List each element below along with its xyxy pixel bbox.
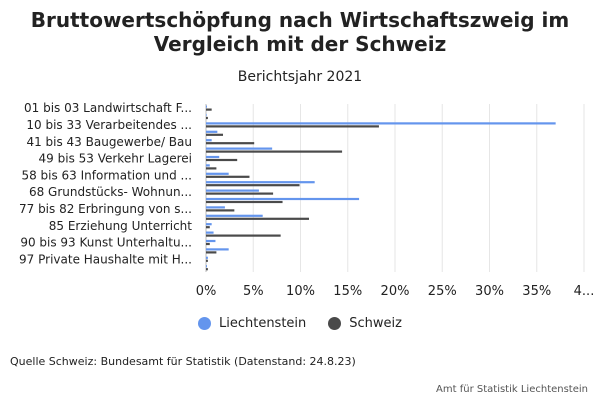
bar-liechtenstein[interactable] — [206, 197, 360, 201]
bar-liechtenstein[interactable] — [206, 130, 218, 133]
bar-schweiz[interactable] — [206, 234, 281, 237]
x-tick-label: 0% — [196, 284, 217, 299]
x-tick-label: 20% — [381, 284, 410, 299]
x-tick-label: 15% — [333, 284, 362, 299]
category-label: 90 bis 93 Kunst Unterhaltu... — [20, 236, 192, 250]
bar-schweiz[interactable] — [206, 184, 300, 187]
bar-schweiz[interactable] — [206, 192, 274, 195]
category-label: 58 bis 63 Information und ... — [21, 168, 192, 182]
category-label: 68 Grundstücks- Wohnun... — [29, 185, 192, 199]
bar-schweiz[interactable] — [206, 268, 208, 271]
category-labels: 01 bis 03 Landwirtschaft F... 10 bis 33 V… — [19, 101, 192, 266]
bar-liechtenstein[interactable] — [206, 189, 259, 192]
legend-item-liechtenstein[interactable]: Liechtenstein — [197, 316, 307, 331]
x-tick-label: 10% — [286, 284, 315, 299]
bar-schweiz[interactable] — [206, 226, 210, 229]
bar-schweiz[interactable] — [206, 133, 224, 136]
bar-liechtenstein[interactable] — [206, 214, 263, 217]
bar-schweiz[interactable] — [206, 251, 217, 254]
chart-title: Bruttowertschöpfung nach Wirtschaftszwei… — [0, 8, 600, 56]
grid-lines — [205, 104, 585, 272]
x-tick-label: 30% — [475, 284, 504, 299]
source-note: Quelle Schweiz: Bundesamt für Statistik … — [10, 355, 356, 368]
x-tick-label: 4... — [574, 284, 595, 299]
bar-schweiz[interactable] — [206, 209, 235, 212]
bar-liechtenstein[interactable] — [206, 164, 210, 167]
bar-schweiz[interactable] — [206, 217, 310, 220]
bar-schweiz[interactable] — [206, 142, 255, 145]
x-tick-labels: 0% 5% 10% 15% 20% 25% 30% 35% 4... — [196, 284, 595, 299]
category-label: 97 Private Haushalte mit H... — [19, 252, 192, 266]
bar-liechtenstein[interactable] — [206, 239, 216, 243]
legend-label-schweiz: Schweiz — [349, 316, 402, 331]
bar-liechtenstein[interactable] — [206, 155, 220, 159]
bar-schweiz[interactable] — [206, 259, 208, 262]
legend-swatch-schweiz — [328, 317, 342, 330]
bar-liechtenstein[interactable] — [206, 122, 556, 125]
category-label: 41 bis 43 Baugewerbe/ Bau — [26, 135, 192, 149]
bar-liechtenstein[interactable] — [206, 265, 207, 268]
bar-schweiz[interactable] — [206, 242, 210, 246]
bar-schweiz[interactable] — [206, 125, 379, 128]
legend-swatch-liechtenstein — [197, 317, 211, 330]
chart-title-text: Bruttowertschöpfung nach Wirtschaftszwei… — [30, 8, 570, 56]
legend: Liechtenstein Schweiz — [0, 316, 600, 331]
bar-schweiz[interactable] — [206, 108, 212, 111]
bar-liechtenstein[interactable] — [206, 139, 212, 142]
credit-note: Amt für Statistik Liechtenstein — [436, 384, 588, 395]
chart-subtitle: Berichtsjahr 2021 — [237, 69, 363, 85]
bars — [206, 105, 556, 271]
bar-liechtenstein[interactable] — [206, 206, 225, 209]
bar-liechtenstein[interactable] — [206, 248, 229, 251]
bar-schweiz[interactable] — [206, 175, 250, 178]
bar-liechtenstein[interactable] — [206, 181, 315, 184]
x-tick-label: 25% — [428, 284, 457, 299]
legend-label-liechtenstein: Liechtenstein — [218, 316, 307, 331]
category-label: 10 bis 33 Verarbeitendes ... — [26, 118, 192, 132]
category-label: 01 bis 03 Landwirtschaft F... — [24, 101, 192, 115]
bar-liechtenstein[interactable] — [206, 231, 214, 234]
category-label: 49 bis 53 Verkehr Lagerei — [39, 152, 192, 166]
bar-schweiz[interactable] — [206, 158, 238, 162]
bar-liechtenstein[interactable] — [206, 172, 229, 175]
bar-schweiz[interactable] — [206, 167, 217, 170]
category-label: 77 bis 82 Erbringung von s... — [19, 202, 192, 216]
x-tick-label: 5% — [243, 284, 264, 299]
bar-schweiz[interactable] — [206, 116, 208, 120]
legend-item-schweiz[interactable]: Schweiz — [328, 316, 402, 331]
bar-schweiz[interactable] — [206, 150, 343, 153]
category-label: 85 Erziehung Unterricht — [49, 219, 193, 233]
bar-schweiz[interactable] — [206, 200, 283, 204]
x-tick-label: 35% — [522, 284, 551, 299]
bar-liechtenstein[interactable] — [206, 256, 208, 259]
bar-liechtenstein[interactable] — [206, 223, 212, 226]
bar-liechtenstein[interactable] — [206, 147, 273, 150]
bar-liechtenstein[interactable] — [206, 113, 207, 117]
bar-liechtenstein[interactable] — [206, 105, 207, 108]
